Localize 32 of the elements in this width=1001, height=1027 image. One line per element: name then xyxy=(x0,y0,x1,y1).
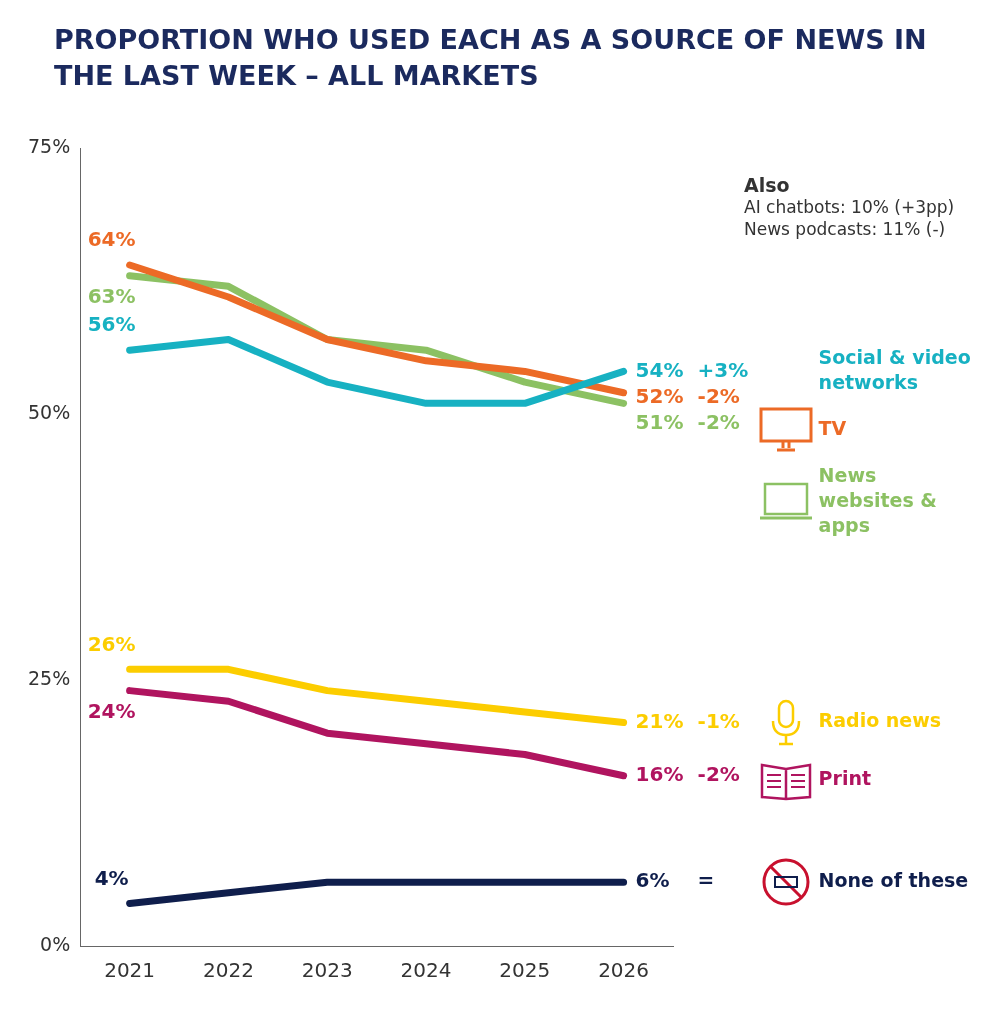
x-tick-label: 2026 xyxy=(598,958,650,983)
x-tick-label: 2025 xyxy=(499,958,551,983)
legend-label: Radio news xyxy=(818,709,942,732)
x-tick-label: 2021 xyxy=(104,958,156,983)
x-tick-label: 2022 xyxy=(202,958,254,983)
data-label: 16% -2% xyxy=(635,761,740,786)
data-label: 51% -2% xyxy=(635,409,740,434)
legend-label: None of these xyxy=(818,869,969,892)
data-label: 24% xyxy=(87,698,136,723)
data-label: 63% xyxy=(87,283,136,308)
text: 6% = xyxy=(635,868,715,893)
text: AI chatbots: 10% (+3pp) xyxy=(744,196,955,218)
chart-title: PROPORTION WHO USED EACH AS A SOURCE OF NEWS IN THE LAST WEEK – ALL MARKETS xyxy=(53,23,928,93)
data-label: 26% xyxy=(87,631,136,656)
text: Also xyxy=(744,174,791,196)
y-tick-label: 50% xyxy=(28,400,71,423)
text: News podcasts: 11% (-) xyxy=(744,218,947,240)
data-label: 4% xyxy=(94,865,129,890)
data-label: 54% +3% xyxy=(635,357,749,382)
data-label: 64% xyxy=(87,227,136,252)
legend-label: Print xyxy=(818,767,872,790)
x-tick-label: 2024 xyxy=(400,958,452,983)
data-label: 52% -2% xyxy=(635,383,740,408)
data-label: 56% xyxy=(87,312,136,337)
text: Social & video networks xyxy=(818,345,971,393)
x-tick-label: 2023 xyxy=(301,958,353,983)
y-tick-label: 0% xyxy=(40,932,71,955)
y-tick-label: 25% xyxy=(28,666,71,689)
legend-label: News websites & apps xyxy=(818,463,937,536)
legend-label: TV xyxy=(818,417,847,440)
data-label: 21% -1% xyxy=(635,708,740,733)
y-tick-label: 75% xyxy=(28,134,71,157)
